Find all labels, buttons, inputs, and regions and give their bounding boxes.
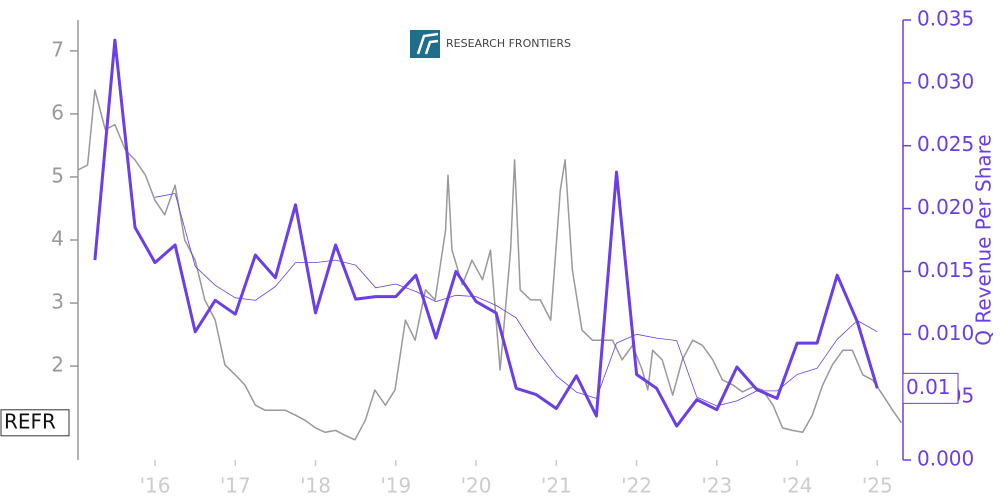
x-tick-label: '20 xyxy=(461,474,492,498)
y-tick-label: 3 xyxy=(51,290,64,314)
last-value-box xyxy=(902,372,959,404)
y2-tick-label: 0.030 xyxy=(917,69,974,93)
y-tick-label: 5 xyxy=(51,163,64,187)
y-tick-label: 4 xyxy=(51,227,64,251)
x-tick-label: '22 xyxy=(621,474,652,498)
x-tick-label: '16 xyxy=(140,474,171,498)
y2-tick-label: 0.020 xyxy=(917,195,974,219)
last-value-box xyxy=(0,409,70,437)
x-tick-label: '23 xyxy=(701,474,732,498)
y2-tick-label: 0.035 xyxy=(917,7,974,31)
y2-axis-label: Q Revenue Per Share xyxy=(972,134,996,346)
y2-tick-label: 0.015 xyxy=(917,258,974,282)
logo: RESEARCH FRONTIERS xyxy=(410,30,571,58)
x-tick-label: '18 xyxy=(300,474,331,498)
x-tick-label: '17 xyxy=(220,474,251,498)
last-value-label: 0.01 xyxy=(906,375,951,399)
series-line xyxy=(93,38,879,428)
y2-tick-label: 0.010 xyxy=(917,321,974,345)
y-tick-label: 6 xyxy=(51,100,64,124)
y-tick-label: 7 xyxy=(51,37,64,61)
logo-glyph xyxy=(416,32,439,55)
y2-tick-label: 0.025 xyxy=(917,132,974,156)
x-tick-label: '24 xyxy=(782,474,813,498)
series-line xyxy=(77,89,903,441)
x-tick-label: '21 xyxy=(541,474,572,498)
y-tick-label: 2 xyxy=(51,353,64,377)
y2-tick-label: 0.000 xyxy=(917,447,974,471)
logo-text: RESEARCH FRONTIERS xyxy=(446,37,571,50)
x-tick-label: '19 xyxy=(380,474,411,498)
x-tick-label: '25 xyxy=(862,474,893,498)
series-label: REFR xyxy=(4,409,56,433)
series-line xyxy=(154,193,878,407)
